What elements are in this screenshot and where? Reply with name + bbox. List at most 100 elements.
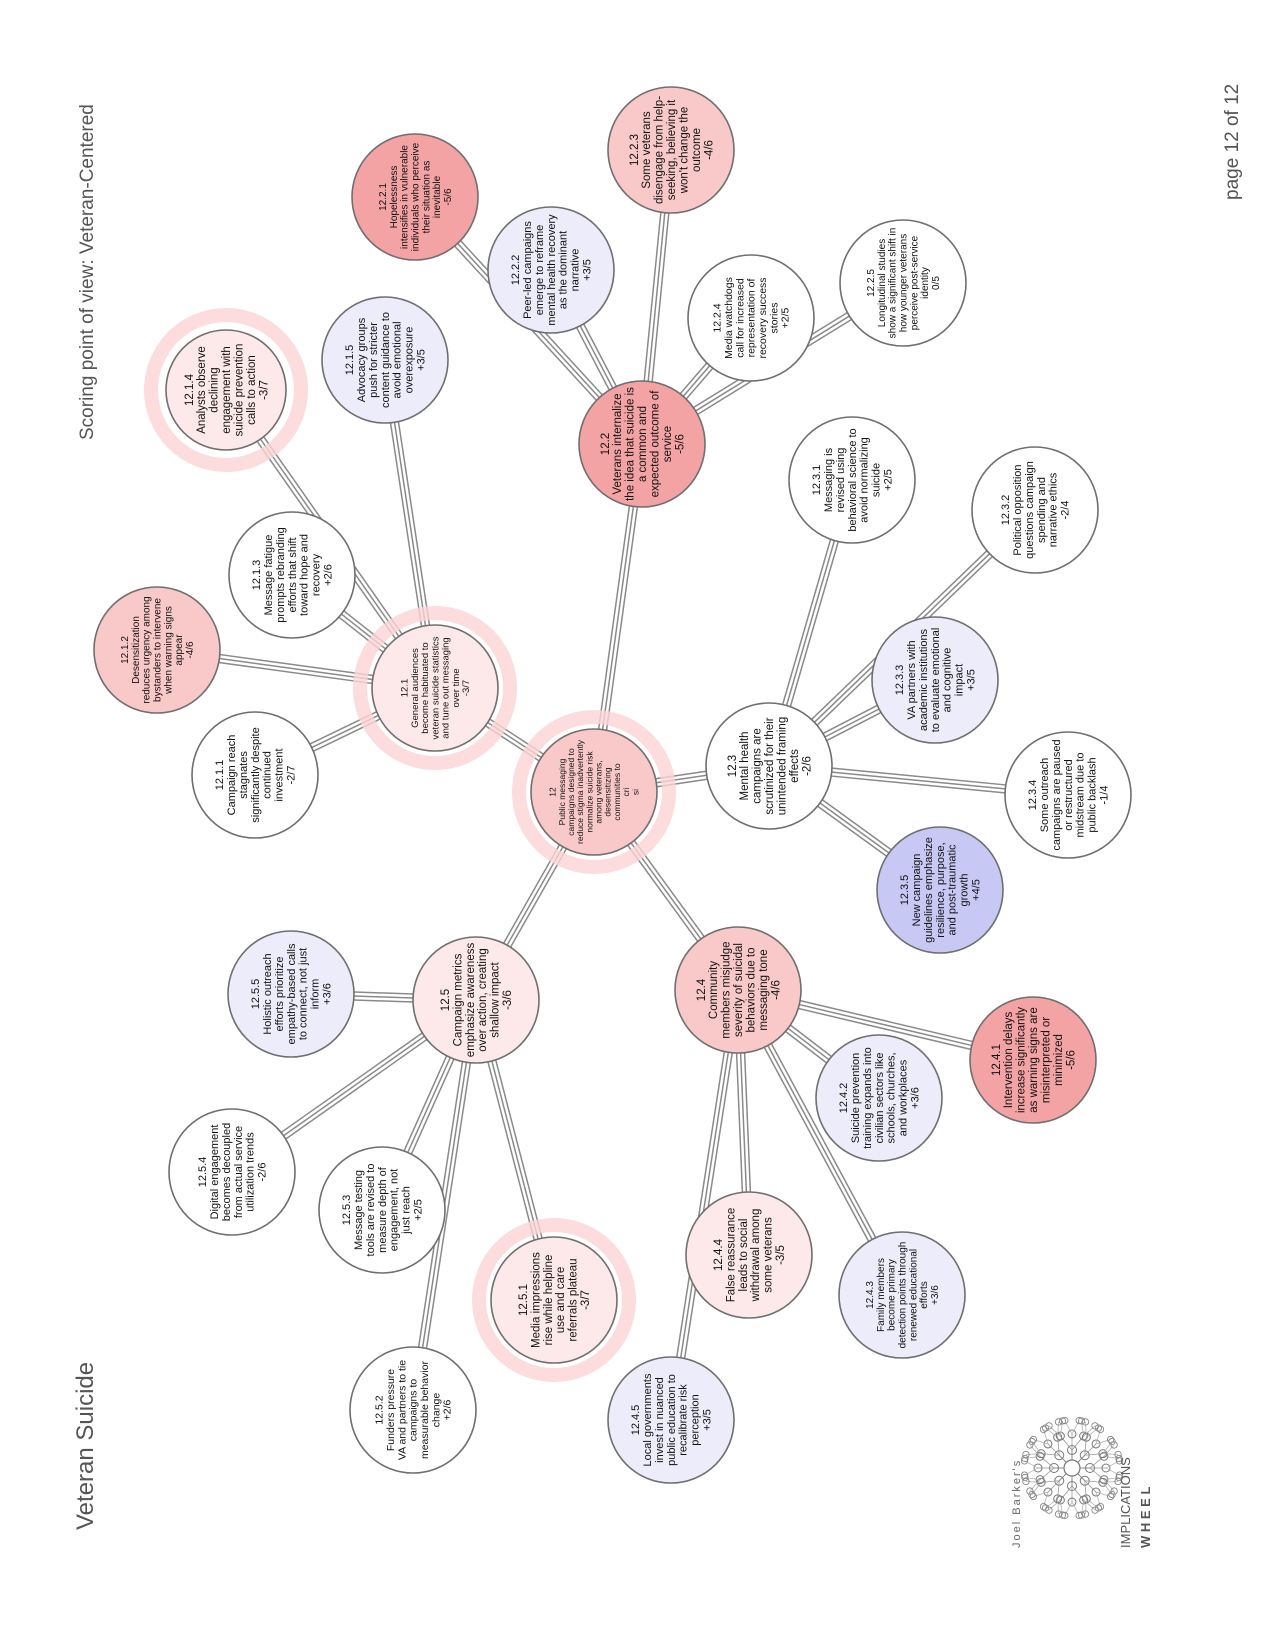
- node-text-line: members misjudge: [721, 941, 733, 1038]
- node-text-line: behavioral science to: [847, 428, 859, 531]
- link-12.2-12.2.3: [643, 212, 670, 382]
- node-12-2: 12.2 Veterans internalize the idea that su…: [578, 380, 706, 508]
- link-12.3-12.3.4: [831, 767, 1006, 794]
- link-12.5-12.5.4: [280, 1032, 428, 1140]
- node-12-4-5: 12.4.5 Local governments invest in nuanced…: [607, 1356, 735, 1484]
- node-text-line: as warning signs are: [1028, 1007, 1040, 1112]
- link-line: [676, 1051, 726, 1358]
- link-12.4-12.4.4: [735, 1052, 752, 1193]
- node-text-line: over action, creating: [477, 948, 489, 1052]
- link-line: [682, 365, 711, 397]
- link-line: [389, 422, 423, 627]
- node-12-1: 12.1 General audiences become habituated t…: [371, 624, 499, 752]
- node-text-line: Local governments: [642, 1373, 654, 1466]
- node-text-line: overexposure: [404, 327, 416, 394]
- node-text-line: 12.2.2: [510, 255, 522, 286]
- node-text-line: Peer-led campaigns: [522, 221, 534, 319]
- node-text-line: perceive post-service: [909, 235, 920, 330]
- link-line: [630, 842, 702, 940]
- node-text-line: 12.1.4: [184, 373, 196, 406]
- node-circle: [607, 1356, 735, 1484]
- link-line: [831, 771, 1006, 790]
- link-line: [785, 1030, 828, 1064]
- node-text-line: intensifies in vulnerable: [400, 145, 411, 249]
- node-circle: [674, 926, 802, 1054]
- node-label: 12.1.3 Message fatigue prompts rebranding e…: [251, 527, 334, 622]
- node-text-line: use and care: [555, 1267, 567, 1334]
- wheel-logo-icon: [1020, 1416, 1124, 1520]
- link-12.2-12.2.4: [679, 362, 714, 400]
- node-12-3-3: 12.3.3 VA partners with academic instituti…: [871, 616, 999, 744]
- link-line: [597, 505, 631, 730]
- halo-ring: [472, 1218, 636, 1382]
- node-circle: [228, 511, 356, 639]
- node-label: 12.2.1 Hopelessness intensifies in vulnera…: [378, 142, 454, 251]
- node-text-line: a common and: [637, 406, 649, 482]
- node-label: 12.1.5 Advocacy groups push for stricter co…: [344, 312, 427, 408]
- node-text-line: 12.4: [696, 978, 708, 1001]
- node-text-line: stagnates: [238, 751, 250, 799]
- node-text-line: to evaluate emotional: [930, 628, 942, 733]
- node-text-line: Message fatigue: [263, 535, 275, 616]
- node-text-line: avoid normalizing: [859, 437, 871, 523]
- link-line: [280, 1032, 423, 1134]
- node-12-2-5: 12.2.5 Longitudinal studies show a signifi…: [839, 219, 967, 347]
- node-text-line: guidelines emphasize: [923, 837, 935, 943]
- page-title: Veteran Suicide: [72, 1362, 99, 1530]
- node-text-line: leads to social: [738, 1219, 750, 1292]
- node-text-line: effects: [789, 749, 801, 783]
- node-text-line: and tune out messaging: [441, 637, 452, 738]
- link-line: [605, 506, 639, 731]
- node-12-3-1: 12.3.1 Messaging is revised using behaviora…: [788, 416, 916, 544]
- node-12-5-4: 12.5.4 Digital engagement becomes decouple…: [168, 1108, 296, 1236]
- link-line: [743, 1052, 752, 1192]
- node-text-line: Media impressions: [530, 1252, 542, 1348]
- node-12-3: 12.3 Mental health campaigns are scrutinize…: [705, 702, 833, 830]
- node-text-line: public education to: [666, 1374, 678, 1466]
- halo-ring: [144, 308, 308, 472]
- node-text-line: calls to action: [246, 355, 258, 425]
- node-text-line: growth: [959, 873, 971, 906]
- link-line: [831, 775, 1005, 794]
- node-circle: [1004, 731, 1132, 859]
- node-text-line: among veterans,: [594, 760, 604, 823]
- node-text-line: Longitudinal studies: [877, 239, 888, 327]
- node-label: 12.5.5 Holistic outreach efforts prioritiz…: [250, 943, 333, 1044]
- link-line: [393, 422, 427, 626]
- node-text-line: how younger veterans: [899, 234, 910, 332]
- link-line: [781, 539, 832, 705]
- node-text-line: emphasize awareness: [465, 943, 477, 1058]
- link-line: [685, 367, 714, 400]
- link-line: [487, 1061, 536, 1241]
- node-text-line: efforts that shift: [287, 537, 299, 612]
- node-text-line: from actual service: [233, 1126, 245, 1218]
- node-text-line: +2/6: [442, 1399, 454, 1420]
- node-label: 12.2.5 Longitudinal studies show a signifi…: [866, 228, 942, 339]
- link-line: [633, 840, 705, 938]
- node-12-4: 12.4 Community members misjudge severity of…: [674, 926, 802, 1054]
- node-text-line: veteran suicide statistics: [430, 636, 441, 739]
- node-text-line: Intervention delays: [1003, 1011, 1015, 1108]
- node-text-line: +3/5: [581, 259, 593, 281]
- link-line: [285, 1038, 428, 1140]
- node-text-line: push for stricter: [368, 322, 380, 398]
- node-label: 12.4.4 False reassurance leads to social wi…: [713, 1208, 787, 1303]
- node-text-line: 12.1.3: [251, 560, 263, 591]
- link-line: [219, 653, 374, 677]
- node-text-line: become habituated to: [420, 642, 431, 733]
- node-text-line: Family members: [876, 1258, 887, 1332]
- node-label: 12 Public messaging campaigns designed to r…: [548, 739, 641, 844]
- node-text-line: +4/5: [970, 879, 982, 901]
- link-line: [679, 362, 708, 395]
- node-circle: [578, 380, 706, 508]
- node-text-line: outcome: [691, 128, 703, 172]
- node-text-line: Desensitization: [131, 616, 142, 684]
- node-label: 12.4.3 Family members become primary detect…: [865, 1242, 941, 1349]
- node-12-1-5: 12.1.5 Advocacy groups push for stricter co…: [321, 296, 449, 424]
- node-text-line: to connect, not just: [298, 948, 310, 1040]
- node-12-2-1: 12.2.1 Hopelessness intensifies in vulnera…: [351, 133, 479, 261]
- node-text-line: behaviors due to: [745, 947, 757, 1032]
- node-text-line: -4/6: [770, 980, 782, 1000]
- node-circle: [93, 586, 221, 714]
- node-label: 12.2.4 Media watchdogs call for increased r…: [712, 277, 792, 359]
